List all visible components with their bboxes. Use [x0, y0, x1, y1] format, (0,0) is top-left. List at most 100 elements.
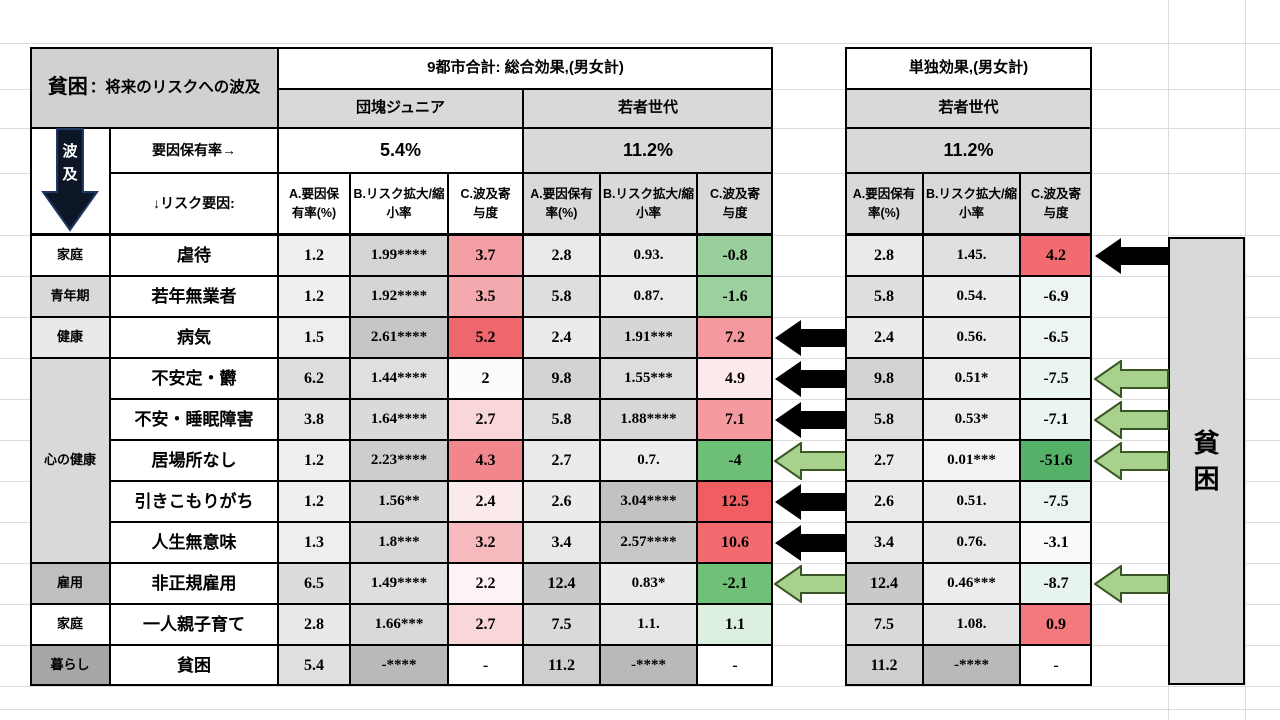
- risk-row-label: 人生無意味: [110, 522, 278, 563]
- risk-row-label: 非正規雇用: [110, 563, 278, 604]
- value-cell-a: 3.4: [523, 522, 600, 563]
- risk-row-label: 虐待: [110, 235, 278, 276]
- category-cell: 健康: [30, 317, 110, 358]
- value-cell-b: 1.45.: [923, 235, 1020, 276]
- value-cell-c: 2.2: [448, 563, 523, 604]
- value-cell-b: 1.56**: [350, 481, 448, 522]
- value-cell-a: 11.2: [523, 645, 600, 686]
- risk-row-label: 不安定・欝: [110, 358, 278, 399]
- value-cell-b: 1.44****: [350, 358, 448, 399]
- spillover-char-2: 及: [62, 166, 78, 183]
- subheader-dankai-junior: 団塊ジュニア: [278, 89, 523, 128]
- value-cell-c: -2.1: [697, 563, 773, 604]
- value-cell-a: 6.2: [278, 358, 350, 399]
- value-cell-a: 2.6: [523, 481, 600, 522]
- value-cell-c: -7.1: [1020, 399, 1092, 440]
- value-cell-a: 5.8: [523, 399, 600, 440]
- value-cell-c: 4.3: [448, 440, 523, 481]
- col-header-b-youth-total: B.リスク拡大/縮小率: [600, 173, 697, 235]
- category-cell: 家庭: [30, 235, 110, 276]
- value-cell-a: 3.4: [845, 522, 923, 563]
- value-cell-a: 5.8: [523, 276, 600, 317]
- green-left-arrow-icon: [1094, 565, 1169, 603]
- value-cell-c: 10.6: [697, 522, 773, 563]
- value-cell-a: 12.4: [523, 563, 600, 604]
- risk-row-label: 不安・睡眠障害: [110, 399, 278, 440]
- factor-rate-label: 要因保有率→: [110, 128, 278, 173]
- value-cell-c: 4.9: [697, 358, 773, 399]
- value-cell-a: 12.4: [845, 563, 923, 604]
- value-cell-c: 3.7: [448, 235, 523, 276]
- value-cell-c: -6.9: [1020, 276, 1092, 317]
- col-header-a-youth-total: A.要因保有率(%): [523, 173, 600, 235]
- value-cell-a: 11.2: [845, 645, 923, 686]
- value-cell-b: 2.61****: [350, 317, 448, 358]
- poverty-char-2: 困: [1193, 464, 1220, 494]
- col-header-a-youth-solo: A.要因保有率(%): [845, 173, 923, 235]
- value-cell-a: 5.4: [278, 645, 350, 686]
- value-cell-c: -8.7: [1020, 563, 1092, 604]
- gridline-h: [0, 43, 1280, 44]
- header-solo-effect: 単独効果,(男女計): [845, 47, 1092, 89]
- value-cell-c: -1.6: [697, 276, 773, 317]
- factor-rate-dankai: 5.4%: [278, 128, 523, 173]
- category-cell: 家庭: [30, 604, 110, 645]
- figure-title-cell: 貧困 ：将来のリスクへの波及: [30, 47, 278, 128]
- value-cell-b: -****: [350, 645, 448, 686]
- value-cell-a: 9.8: [523, 358, 600, 399]
- value-cell-a: 1.2: [278, 440, 350, 481]
- risk-factor-label: ↓リスク要因:: [110, 173, 278, 235]
- category-cell: 雇用: [30, 563, 110, 604]
- value-cell-b: 0.54.: [923, 276, 1020, 317]
- value-cell-c: 7.1: [697, 399, 773, 440]
- factor-rate-youth-total: 11.2%: [523, 128, 773, 173]
- value-cell-c: 2.7: [448, 399, 523, 440]
- value-cell-c: -: [1020, 645, 1092, 686]
- value-cell-a: 2.4: [845, 317, 923, 358]
- spillover-char-1: 波: [62, 143, 78, 160]
- black-left-arrow-icon: [775, 320, 846, 356]
- black-left-arrow-icon: [1095, 238, 1168, 274]
- value-cell-b: 0.56.: [923, 317, 1020, 358]
- value-cell-a: 1.2: [278, 235, 350, 276]
- value-cell-c: -0.8: [697, 235, 773, 276]
- value-cell-a: 9.8: [845, 358, 923, 399]
- risk-row-label: 居場所なし: [110, 440, 278, 481]
- green-left-arrow-icon: [774, 565, 847, 603]
- value-cell-a: 7.5: [523, 604, 600, 645]
- value-cell-b: 0.51*: [923, 358, 1020, 399]
- value-cell-a: 2.8: [278, 604, 350, 645]
- value-cell-a: 5.8: [845, 399, 923, 440]
- poverty-char-1: 貧: [1193, 428, 1220, 458]
- value-cell-c: 5.2: [448, 317, 523, 358]
- value-cell-b: 1.1.: [600, 604, 697, 645]
- value-cell-b: 0.93.: [600, 235, 697, 276]
- figure-title-main: 貧困: [47, 76, 88, 98]
- value-cell-b: 2.23****: [350, 440, 448, 481]
- gridline-h: [0, 686, 1280, 687]
- value-cell-a: 2.4: [523, 317, 600, 358]
- risk-row-label: 若年無業者: [110, 276, 278, 317]
- value-cell-c: -6.5: [1020, 317, 1092, 358]
- subheader-youth-solo: 若者世代: [845, 89, 1092, 128]
- col-header-c-youth-solo: C.波及寄与度: [1020, 173, 1092, 235]
- value-cell-b: 0.46***: [923, 563, 1020, 604]
- value-cell-a: 2.8: [523, 235, 600, 276]
- black-left-arrow-icon: [775, 484, 846, 520]
- value-cell-b: -****: [600, 645, 697, 686]
- col-header-a-dankai: A.要因保有率(%): [278, 173, 350, 235]
- col-header-c-dankai: C.波及寄与度: [448, 173, 523, 235]
- category-cell: 心の健康: [30, 358, 110, 563]
- value-cell-b: 1.66***: [350, 604, 448, 645]
- green-left-arrow-icon: [1094, 401, 1169, 439]
- factor-rate-youth-solo: 11.2%: [845, 128, 1092, 173]
- value-cell-a: 7.5: [845, 604, 923, 645]
- risk-row-label: 一人親子育て: [110, 604, 278, 645]
- value-cell-b: 0.53*: [923, 399, 1020, 440]
- green-left-arrow-icon: [774, 442, 847, 480]
- black-left-arrow-icon: [775, 361, 846, 397]
- value-cell-c: -3.1: [1020, 522, 1092, 563]
- col-header-b-dankai: B.リスク拡大/縮小率: [350, 173, 448, 235]
- value-cell-a: 3.8: [278, 399, 350, 440]
